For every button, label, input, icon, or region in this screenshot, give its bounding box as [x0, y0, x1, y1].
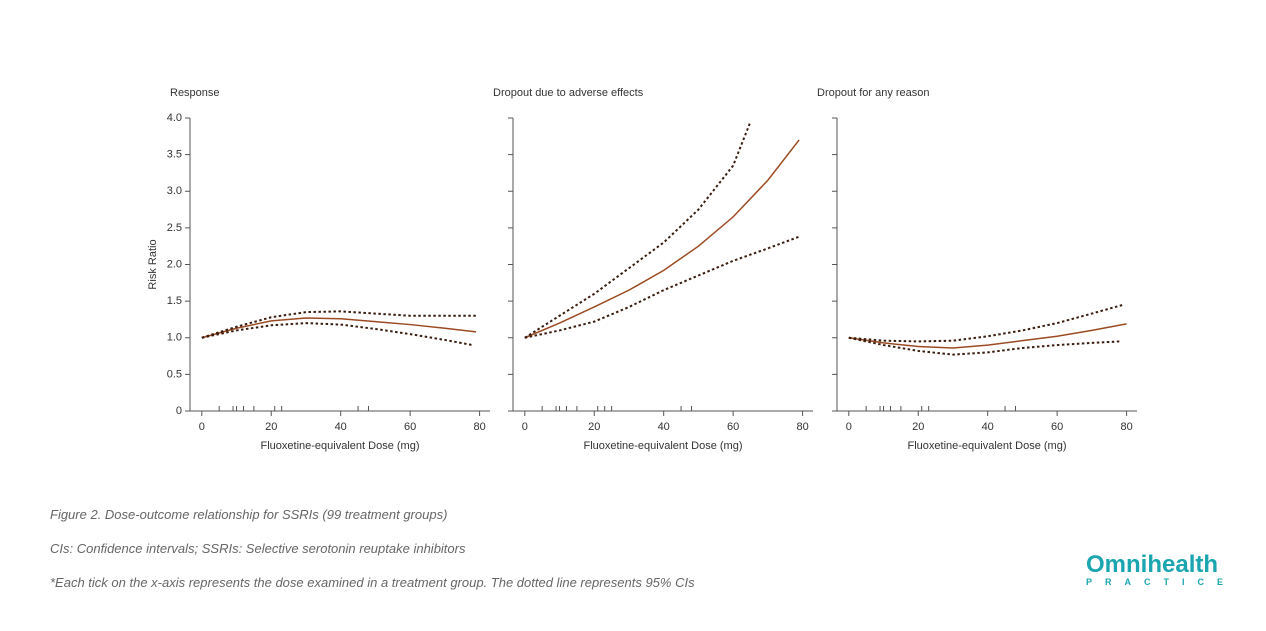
x-tick-label: 0 [846, 421, 852, 433]
ci-line [524, 121, 752, 339]
y-tick-label: 0 [176, 405, 182, 417]
y-tick-label: 1.0 [167, 332, 182, 344]
x-tick-label: 40 [982, 421, 994, 433]
panel-title: Dropout for any reason [817, 87, 930, 99]
logo-name: Omnihealth [1086, 551, 1219, 578]
x-tick-label: 60 [727, 421, 739, 433]
footnote: CIs: Confidence intervals; SSRIs: Select… [50, 541, 466, 556]
x-tick-label: 60 [1051, 421, 1063, 433]
y-tick-label: 3.5 [167, 149, 182, 161]
ci-line [848, 336, 1120, 356]
x-axis-label: Fluoxetine-equivalent Dose (mg) [261, 440, 420, 452]
estimate-line [201, 317, 477, 339]
x-tick-label: 40 [658, 421, 670, 433]
logo-sub: PRACTICE [1086, 577, 1237, 587]
x-tick-label: 0 [522, 421, 528, 433]
ci-line [201, 310, 477, 339]
ci-line [524, 235, 800, 339]
y-tick-label: 0.5 [167, 368, 182, 380]
chart: Response 0 0.5 1.0 1.5 2.0 2.5 3.0 3.5 4.0 0 20 40 60… [147, 87, 1137, 452]
logo: Omnihealth PRACTICE [1086, 551, 1236, 587]
ci-line [848, 303, 1124, 343]
x-tick-label: 40 [335, 421, 347, 433]
estimate-line [848, 323, 1127, 349]
x-axis-label: Fluoxetine-equivalent Dose (mg) [584, 440, 743, 452]
x-tick-label: 80 [1120, 421, 1132, 433]
y-tick-label: 3.0 [167, 185, 182, 197]
y-tick-label: 4.0 [167, 112, 182, 124]
x-tick-label: 80 [473, 421, 485, 433]
y-tick-label: 2.5 [167, 222, 182, 234]
figure-caption: Figure 2. Dose-outcome relationship for … [50, 507, 448, 522]
footnote: *Each tick on the x-axis represents the … [50, 575, 695, 590]
y-tick-label: 2.0 [167, 258, 182, 270]
x-tick-label: 60 [404, 421, 416, 433]
x-tick-label: 20 [265, 421, 277, 433]
ci-line [201, 322, 473, 347]
y-tick-label: 1.5 [167, 295, 182, 307]
y-axis-label: Risk Ratio [147, 239, 159, 289]
x-tick-label: 20 [588, 421, 600, 433]
x-axis-label: Fluoxetine-equivalent Dose (mg) [908, 440, 1067, 452]
x-tick-label: 20 [912, 421, 924, 433]
panel-title: Dropout due to adverse effects [493, 87, 644, 99]
x-tick-label: 80 [796, 421, 808, 433]
x-tick-label: 0 [199, 421, 205, 433]
estimate-line [524, 139, 800, 339]
panel-title: Response [170, 87, 220, 99]
